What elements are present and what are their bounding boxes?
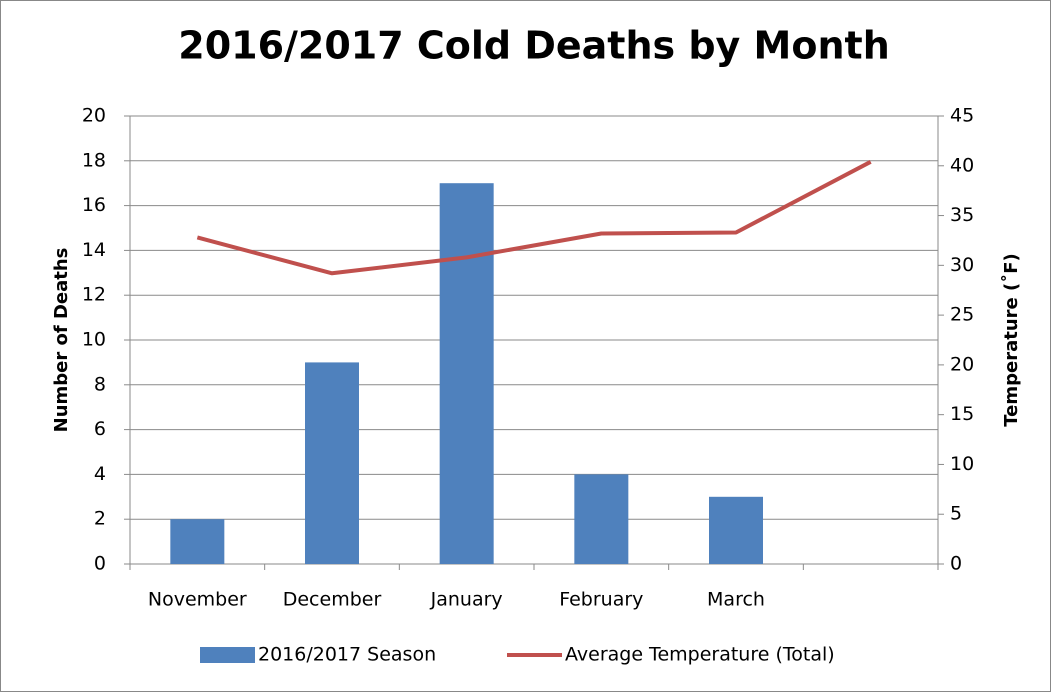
x-tick-label: December bbox=[283, 589, 382, 611]
line bbox=[196, 160, 872, 276]
y-tick-label: 14 bbox=[82, 239, 106, 261]
y2-tick-label: 5 bbox=[950, 503, 962, 525]
x-tick-label: March bbox=[707, 589, 765, 611]
y-tick-label: 12 bbox=[82, 284, 106, 306]
legend-label: Average Temperature (Total) bbox=[565, 644, 835, 666]
y-tick-label: 16 bbox=[82, 194, 106, 216]
legend-label: 2016/2017 Season bbox=[258, 644, 436, 666]
y-tick-label: 18 bbox=[82, 149, 106, 171]
x-tick-label: January bbox=[430, 589, 503, 611]
y-tick-label: 4 bbox=[94, 463, 106, 485]
y-tick-label: 10 bbox=[82, 329, 106, 351]
y2-tick-label: 10 bbox=[950, 453, 974, 475]
y2-tick-label: 45 bbox=[950, 105, 974, 127]
legend-swatch bbox=[200, 647, 255, 663]
x-tick-label: February bbox=[559, 589, 643, 611]
bar bbox=[439, 183, 494, 564]
y2-tick-label: 30 bbox=[950, 254, 974, 276]
bar bbox=[574, 474, 629, 564]
y-axis-title: Number of Deaths bbox=[51, 248, 72, 433]
y2-tick-label: 15 bbox=[950, 403, 974, 425]
y2-tick-label: 40 bbox=[950, 154, 974, 176]
y2-tick-label: 25 bbox=[950, 304, 974, 326]
y2-tick-label: 35 bbox=[950, 204, 974, 226]
bar bbox=[305, 362, 359, 564]
chart-title: 2016/2017 Cold Deaths by Month bbox=[178, 24, 890, 68]
y2-tick-label: 20 bbox=[950, 353, 974, 375]
y-tick-label: 6 bbox=[94, 418, 106, 440]
y-tick-label: 2 bbox=[94, 508, 106, 530]
y-tick-label: 8 bbox=[94, 373, 106, 395]
y-tick-label: 20 bbox=[82, 105, 106, 127]
bar bbox=[709, 496, 763, 564]
y-tick-label: 0 bbox=[94, 553, 106, 575]
y2-tick-label: 0 bbox=[950, 553, 962, 575]
bar bbox=[170, 519, 225, 564]
y2-axis-title: Temperature (˚F) bbox=[1000, 253, 1022, 427]
x-tick-label: November bbox=[148, 589, 247, 611]
